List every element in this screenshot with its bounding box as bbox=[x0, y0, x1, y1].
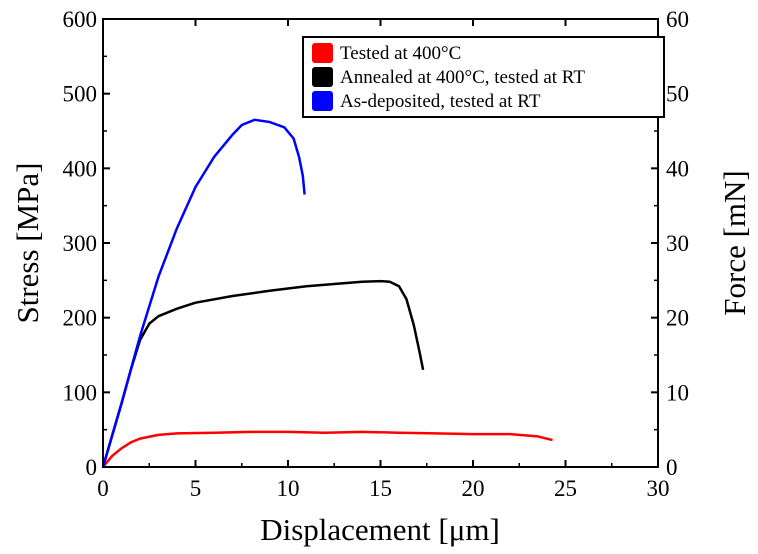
legend-label: Tested at 400°C bbox=[340, 43, 461, 64]
legend-swatch bbox=[312, 91, 333, 111]
x-tick-label: 10 bbox=[277, 476, 300, 501]
y2-tick-label: 10 bbox=[666, 380, 689, 405]
y2-tick-label: 20 bbox=[666, 306, 689, 331]
y2-tick-label: 60 bbox=[666, 7, 689, 32]
y-tick-label: 400 bbox=[63, 156, 98, 181]
x-tick-label: 25 bbox=[554, 476, 577, 501]
y-tick-label: 0 bbox=[86, 455, 98, 480]
y2-tick-label: 40 bbox=[666, 156, 689, 181]
x-axis-label: Displacement [μm] bbox=[260, 512, 500, 547]
legend-label: As-deposited, tested at RT bbox=[340, 91, 541, 112]
legend-swatch bbox=[312, 67, 333, 87]
x-tick-label: 5 bbox=[190, 476, 202, 501]
y-tick-label: 300 bbox=[63, 231, 98, 256]
series-line-1 bbox=[101, 279, 425, 468]
y2-axis-label: Force [mN] bbox=[717, 170, 752, 315]
x-tick-label: 30 bbox=[647, 476, 670, 501]
legend-box bbox=[302, 36, 665, 118]
series-line-2 bbox=[101, 118, 306, 468]
legend-swatch bbox=[312, 43, 333, 63]
x-tick-label: 15 bbox=[369, 476, 392, 501]
y-axis-label: Stress [MPa] bbox=[10, 162, 45, 323]
y2-tick-label: 30 bbox=[666, 231, 689, 256]
y-tick-label: 100 bbox=[63, 380, 98, 405]
x-tick-label: 20 bbox=[462, 476, 485, 501]
y2-tick-label: 0 bbox=[666, 455, 678, 480]
series-line-0 bbox=[102, 430, 553, 468]
x-tick-label: 0 bbox=[97, 476, 109, 501]
y-tick-label: 500 bbox=[63, 82, 98, 107]
y2-tick-label: 50 bbox=[666, 82, 689, 107]
legend-label: Annealed at 400°C, tested at RT bbox=[340, 67, 585, 88]
legend: Tested at 400°C Annealed at 400°C, tested… bbox=[302, 36, 665, 118]
y-tick-label: 200 bbox=[63, 306, 98, 331]
y-tick-label: 600 bbox=[63, 7, 98, 32]
